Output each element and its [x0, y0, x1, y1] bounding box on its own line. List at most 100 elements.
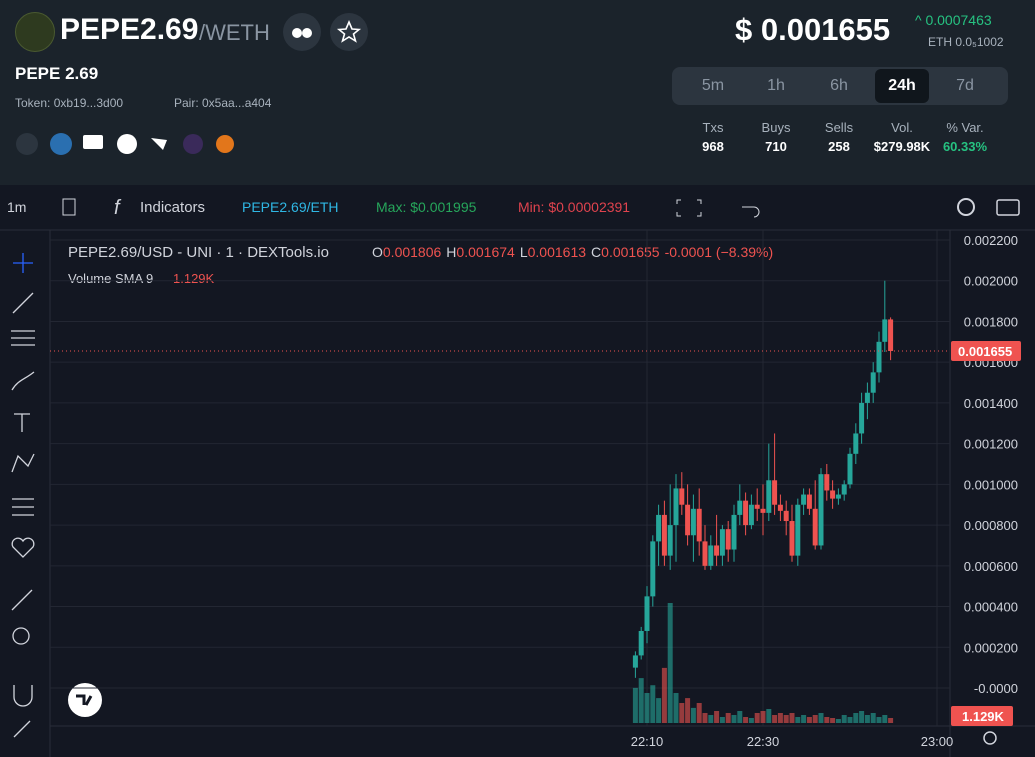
header: PEPE2.69 /WETH PEPE 2.69 Token: 0xb19...… [0, 0, 1035, 185]
volume-bar [772, 715, 778, 723]
candle-body [841, 484, 847, 495]
volume-bar [754, 713, 760, 723]
volume-bar [731, 715, 737, 723]
volume-bar [748, 718, 754, 723]
indicators[interactable]: Indicators [140, 199, 205, 216]
stat: Txs 968 [678, 120, 748, 154]
volume-bar [632, 687, 638, 723]
candle-body [847, 453, 853, 485]
candle-body [882, 319, 888, 342]
volume-tag [951, 705, 1013, 726]
chart-title: PEPE2.69/USD - UNI · 1 · DEXTools.io [68, 244, 329, 261]
svg-text:f: f [114, 197, 122, 219]
timeframe-tab[interactable]: 7d [956, 77, 974, 94]
price-tag-label: 0.001655 [958, 344, 1012, 359]
drawing-tools [11, 253, 35, 738]
candle-body [644, 596, 650, 631]
candle-body [835, 494, 841, 499]
timeframe-tab[interactable]: 1h [767, 77, 785, 94]
eth-price: ETH 0.0₅1002 [928, 35, 1004, 49]
volume-bar [818, 713, 824, 723]
timeframe-tabs: 5m 1h 6h 24h 7d [672, 67, 1008, 105]
quote: /WETH [199, 20, 270, 45]
candle-body [702, 541, 708, 566]
stat: Buys 710 [741, 120, 811, 154]
compare-button[interactable] [283, 13, 321, 51]
candle-body [725, 529, 731, 550]
candle-body [632, 655, 638, 668]
candle-body [830, 490, 836, 499]
stat: % Var. 60.33% [930, 120, 1000, 154]
interval[interactable]: 1m [7, 199, 26, 215]
y-tick-label: 0.001000 [964, 477, 1018, 492]
volume-bar [644, 693, 650, 723]
ohlc-item: 0.001655 [601, 244, 660, 260]
volume-tag-label: 1.129K [962, 709, 1005, 724]
token-logo [15, 12, 55, 52]
ohlc-item: 0.001806 [383, 244, 442, 260]
candle-body [690, 508, 696, 536]
volume-bar [714, 711, 720, 723]
y-tick-label: 0.000200 [964, 640, 1018, 655]
volume-bar [783, 715, 789, 723]
stat-value: 60.33% [942, 139, 988, 154]
volume-bar [801, 715, 807, 723]
timeframe-tab[interactable]: 6h [830, 77, 848, 94]
candle-body [766, 480, 772, 513]
token-address[interactable]: Token: 0xb19...3d00 [15, 96, 124, 110]
volume-title: Volume SMA 9 [68, 271, 153, 286]
candle-body [812, 508, 818, 546]
volume-bar [743, 717, 749, 723]
candle-body [859, 402, 865, 434]
ohlc-item: -0.0001 (−8.39%) [665, 244, 774, 260]
volume-bar [870, 713, 876, 723]
candle-body [748, 504, 754, 526]
timeframe-tab[interactable]: 5m [701, 77, 725, 94]
ohlc-item: L [520, 244, 528, 260]
candle-body [777, 504, 783, 511]
volume-bar [830, 718, 836, 723]
volume-bar [888, 717, 894, 723]
candle-body [789, 521, 795, 556]
ohlc-item: H [446, 244, 456, 260]
candle-body [783, 510, 789, 522]
y-tick-label: 0.000800 [964, 518, 1018, 533]
social-links [16, 133, 234, 155]
candle-body [824, 474, 830, 491]
candle-body [743, 500, 749, 526]
stat: Sells 258 [804, 120, 874, 154]
ohlc-item: 0.001674 [456, 244, 515, 260]
stat-value: $279.98K [873, 139, 931, 154]
ohlc-item: 0.001613 [528, 244, 587, 260]
candle-body [806, 494, 812, 509]
stat-label: Vol. [891, 120, 913, 135]
candle-body [685, 504, 691, 536]
y-tick-label: 0.000600 [964, 559, 1018, 574]
favorite-button[interactable] [330, 13, 368, 51]
y-tick-label: 0.001800 [964, 314, 1018, 329]
candle-body [870, 372, 876, 393]
volume-bar [847, 717, 853, 723]
y-tick-label: 0.002000 [964, 274, 1018, 289]
volume-bar [859, 711, 865, 723]
candle-body [719, 529, 725, 556]
candle-body [853, 433, 859, 454]
volume-bar [882, 715, 888, 723]
timeframe-tab[interactable]: 24h [875, 69, 929, 103]
volume-bar [777, 713, 783, 723]
x-tick-label: 22:30 [747, 734, 780, 749]
volume-bar [690, 707, 696, 723]
candle-body [795, 504, 801, 556]
volume-bar [679, 703, 685, 723]
min-label: Min: $0.00002391 [518, 199, 630, 215]
max-label: Max: $0.001995 [376, 199, 477, 215]
pair-address[interactable]: Pair: 0x5aa...a404 [174, 96, 272, 110]
candle-body [696, 508, 702, 542]
candle-body [818, 474, 824, 546]
volume-bar [725, 713, 731, 723]
volume-bar [650, 685, 656, 723]
volume-bar [702, 713, 708, 723]
volume-bar [661, 667, 667, 723]
candle-body [667, 525, 673, 556]
